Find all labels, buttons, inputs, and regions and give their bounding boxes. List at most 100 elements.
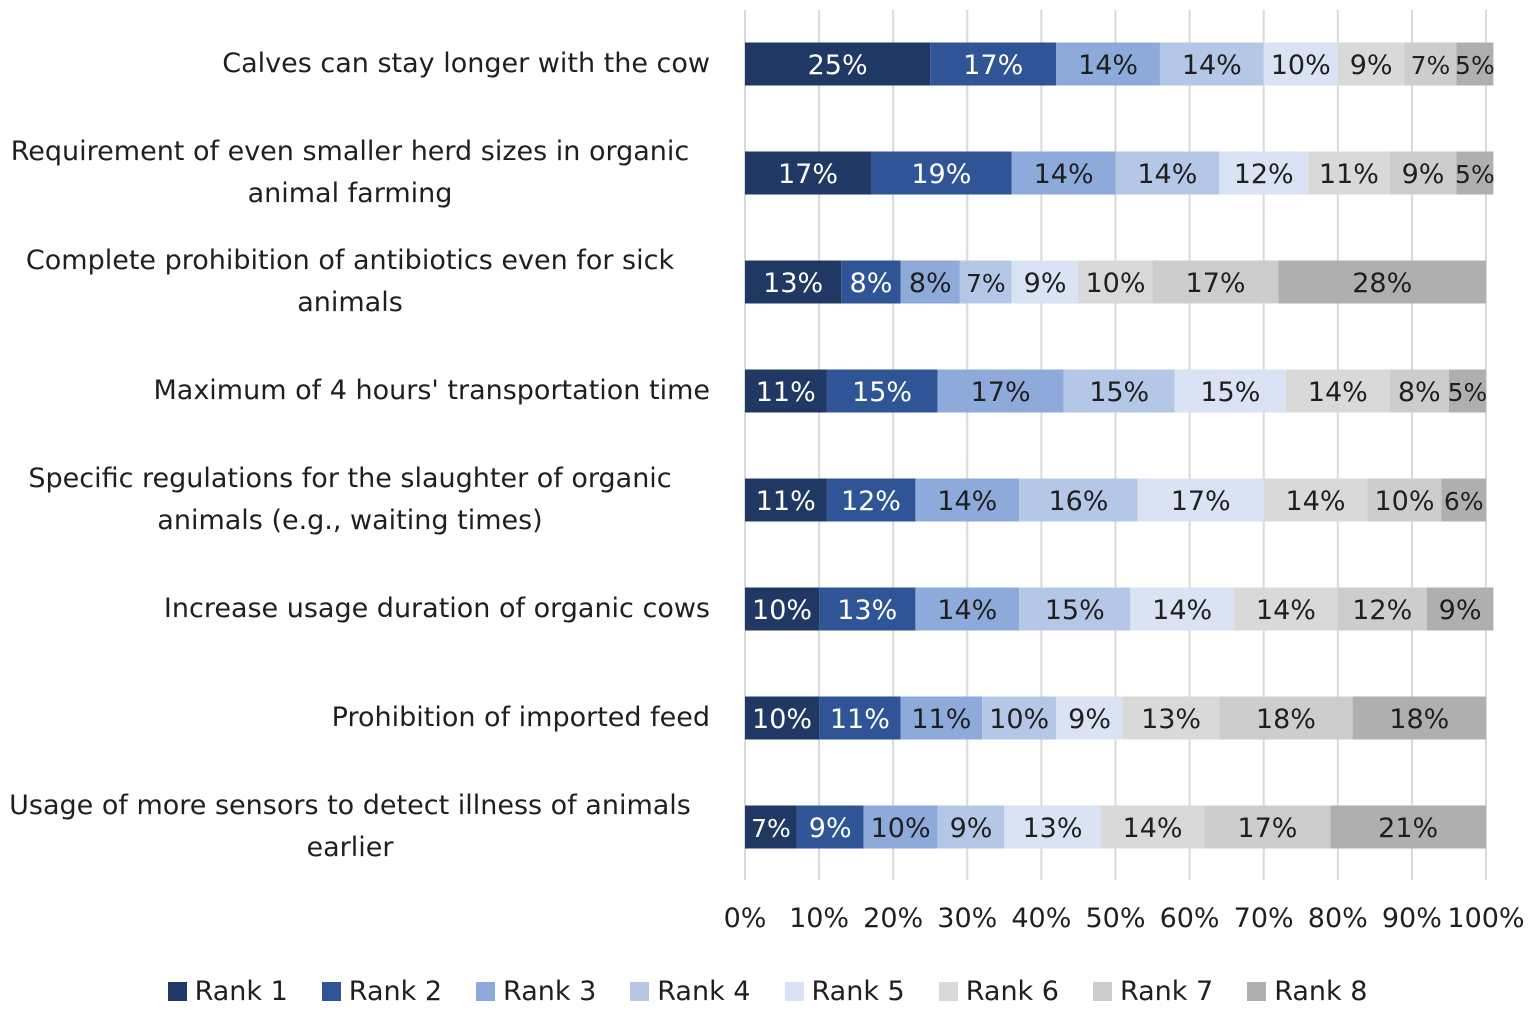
bar-segment [1078,260,1153,304]
category-label-line: animals (e.g., waiting times) [157,505,543,536]
category-label: Complete prohibition of antibiotics even… [0,240,710,324]
data-label: 28% [1352,268,1412,299]
category-label-line: Calves can stay longer with the cow [222,48,710,79]
data-label: 14% [1034,159,1094,190]
data-label: 10% [989,704,1049,735]
bar-segment [982,696,1057,740]
data-label: 15% [1089,377,1149,408]
data-label: 8% [1398,377,1441,408]
x-tick-label: 60% [1159,903,1220,934]
data-label: 17% [1237,813,1297,844]
bar-segment [1019,478,1138,522]
legend-swatch [321,982,341,1001]
data-label: 11% [830,704,890,735]
bar-segment [1219,151,1309,195]
category-label: Requirement of even smaller herd sizes i… [0,131,710,215]
data-label: 11% [756,377,816,408]
data-label: 14% [937,595,997,626]
category-label-line: animal farming [247,178,453,209]
legend-label: Rank 5 [811,976,905,1007]
data-label: 9% [1439,595,1482,626]
x-tick-label: 80% [1307,903,1368,934]
data-label: 8% [909,268,952,299]
data-label: 13% [1023,813,1083,844]
bar-segment [1100,805,1205,849]
data-label: 13% [837,595,897,626]
bar-segment [1285,369,1390,413]
bar-segment [745,42,931,86]
category-label: Increase usage duration of organic cows [0,588,710,630]
data-label: 13% [763,268,823,299]
bar-segment [1137,478,1264,522]
data-label: 11% [911,704,971,735]
bar-segment [1389,369,1449,413]
category-label-line: animals [297,287,403,318]
x-tick-label: 90% [1381,903,1442,934]
data-label: 21% [1378,813,1438,844]
bar-segment [1337,587,1427,631]
bar-segment [1441,478,1486,522]
data-label: 14% [1286,486,1346,517]
category-label: Calves can stay longer with the cow [0,43,710,85]
legend-label: Rank 1 [194,976,288,1007]
legend-item: Rank 7 [1092,976,1213,1007]
data-label: 10% [752,704,812,735]
legend-item: Rank 6 [938,976,1059,1007]
bar-segment [1004,805,1101,849]
bar-segment [1308,151,1390,195]
legend-swatch [784,982,804,1001]
data-label: 7% [751,814,791,843]
data-label: 16% [1048,486,1108,517]
data-label: 8% [850,268,893,299]
category-label-line: earlier [306,832,394,863]
category-label-line: Complete prohibition of antibiotics even… [25,245,675,276]
bar-segment [1456,42,1494,86]
bar-segment [1011,151,1116,195]
x-tick-label: 50% [1085,903,1146,934]
x-tick-label: 0% [723,903,767,934]
bar-segment [900,260,960,304]
data-label: 18% [1389,704,1449,735]
data-label: 10% [1374,486,1434,517]
legend-swatch [1247,982,1267,1001]
bar-segment [1263,478,1368,522]
bar-segment [826,369,938,413]
data-label: 9% [950,813,993,844]
data-label: 11% [1319,159,1379,190]
bar-segment [1426,587,1494,631]
data-label: 10% [752,595,812,626]
data-label: 5% [1455,160,1495,189]
bar-segment [745,805,797,849]
x-tick-label: 20% [863,903,924,934]
data-label: 5% [1448,378,1488,407]
bar-segment [915,478,1020,522]
bar-segment [1234,587,1338,631]
category-label: Usage of more sensors to detect illness … [0,785,710,869]
bar-segment [1278,260,1486,304]
bar-segment [1204,805,1331,849]
bar-segment [745,478,827,522]
gridlines [744,10,1487,880]
data-label: 17% [1186,268,1246,299]
data-label: 14% [1152,595,1212,626]
legend-label: Rank 6 [965,976,1059,1007]
data-label: 10% [1271,50,1331,81]
bar-segment [1337,42,1405,86]
bar-segment [841,260,901,304]
data-label: 9% [1350,50,1393,81]
legend-item: Rank 4 [630,976,751,1007]
bar-segment [1056,696,1123,740]
data-label: 6% [1444,487,1484,516]
bar-segment [819,587,916,631]
x-tick-label: 70% [1233,903,1294,934]
data-label: 9% [1402,159,1445,190]
legend-item: Rank 3 [476,976,596,1007]
bar-segment [1063,369,1175,413]
category-label-line: Requirement of even smaller herd sizes i… [10,136,690,167]
bar-segment [930,42,1057,86]
bar-segment [863,805,938,849]
data-label: 14% [1123,813,1183,844]
bar-segment [826,478,916,522]
data-label: 17% [778,159,838,190]
bar-segment [1056,42,1160,86]
